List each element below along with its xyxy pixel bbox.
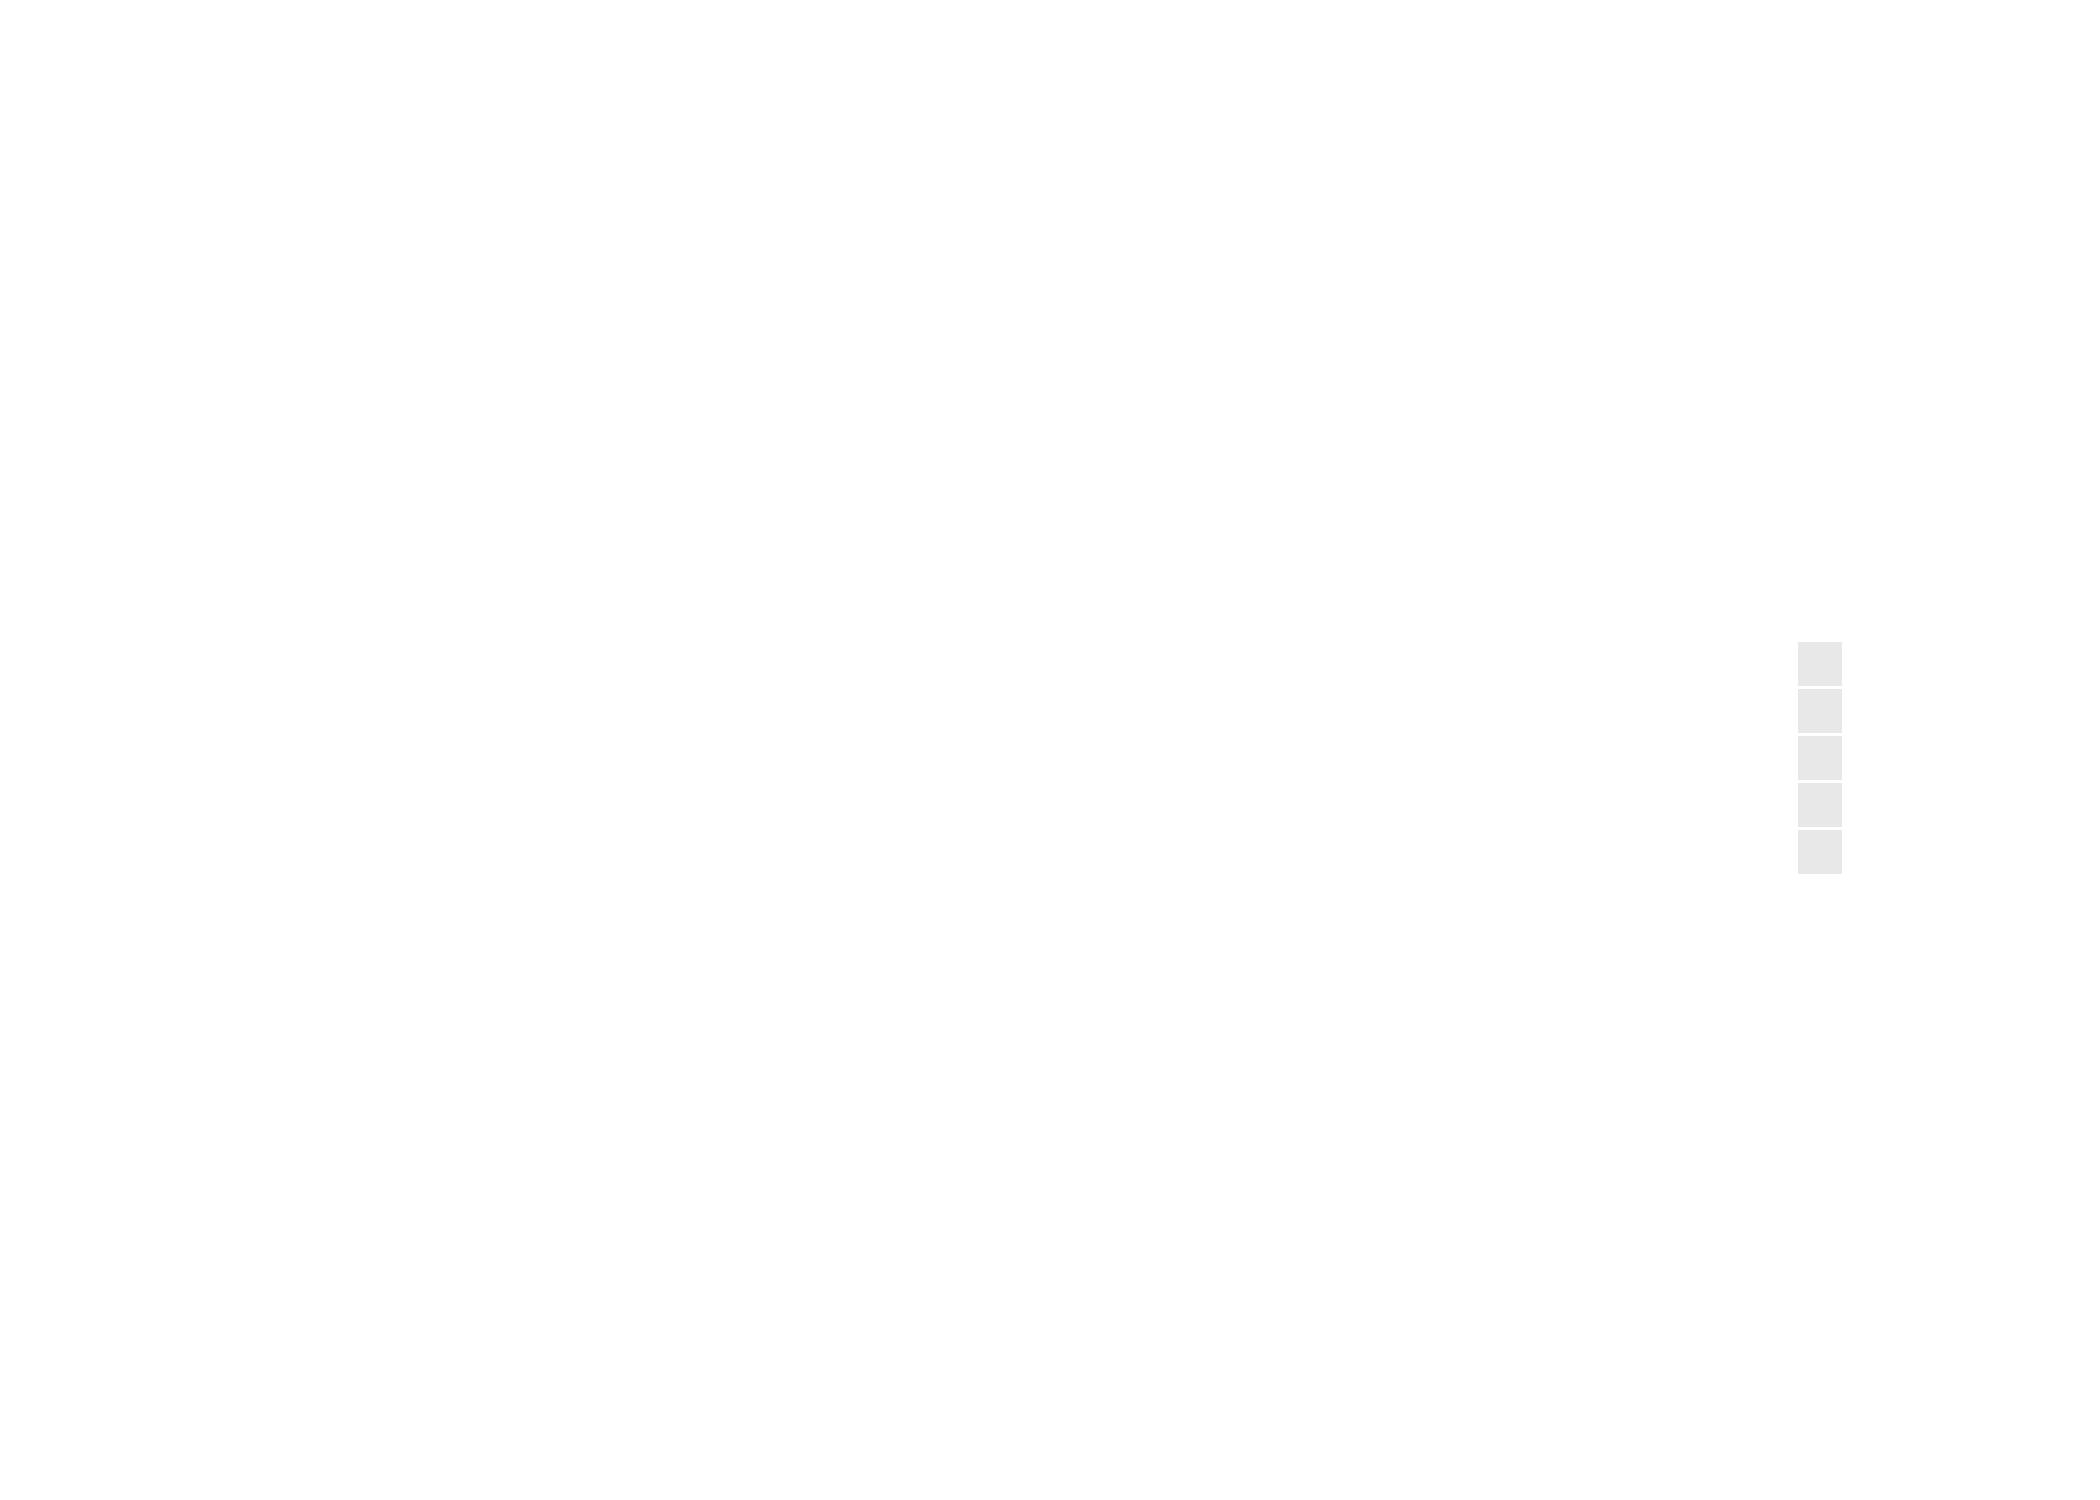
year-key-2020 [1798,689,1842,733]
higher-swatch [1798,497,1842,541]
legend-year-items [1798,642,2100,874]
legend-item-2020 [1798,689,2100,733]
legend-item-2023 [1798,830,2100,874]
legend-item-lower [1798,545,2100,590]
legend-item-higher [1798,496,2100,541]
year-line-2019 [1796,662,1844,666]
year-key-2022 [1798,783,1842,827]
year-line-2022 [1796,803,1844,807]
year-key-2023 [1798,830,1842,874]
legend-item-2022 [1798,783,2100,827]
legend-diff-items [1798,496,2100,590]
year-line-2023 [1796,850,1844,854]
year-key-2021 [1798,736,1842,780]
year-line-2021 [1796,756,1844,760]
year-line-2020 [1796,709,1844,713]
legend [1798,482,2100,877]
legend-item-2021 [1798,736,2100,780]
year-key-2019 [1798,642,1842,686]
lower-swatch [1798,546,1842,590]
legend-item-2019 [1798,642,2100,686]
